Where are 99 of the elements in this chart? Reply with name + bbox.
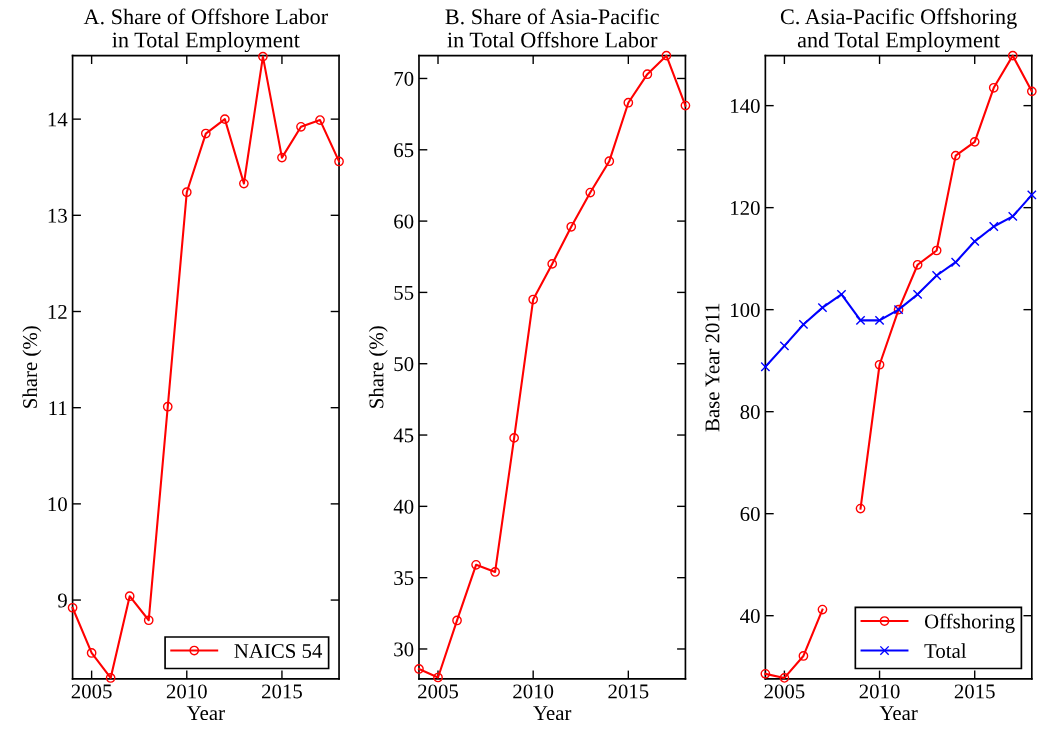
- y-tick-label: 65: [394, 143, 414, 158]
- y-tick-label: 40: [393, 499, 414, 514]
- y-tick-label: 40: [740, 609, 760, 624]
- point: [239, 178, 249, 189]
- point: [950, 257, 961, 268]
- point: [143, 615, 154, 626]
- point: [817, 302, 828, 313]
- y-axis-title: Share (%): [22, 326, 42, 408]
- x-tick-label: 2010: [859, 684, 900, 699]
- point: [779, 341, 790, 351]
- point: [1026, 86, 1037, 97]
- legend-label: NAICS 54: [234, 644, 323, 659]
- point: [931, 270, 942, 281]
- point: [661, 50, 672, 61]
- point: [471, 559, 481, 570]
- x-tick-label: 2010: [166, 684, 207, 699]
- y-tick-label: 60: [740, 507, 760, 522]
- y-tick-label: 120: [731, 201, 760, 216]
- point: [509, 433, 519, 443]
- y-axis-title: Base Year 2011: [705, 303, 720, 432]
- point: [490, 567, 500, 577]
- y-tick-label: 55: [394, 286, 414, 300]
- x-tick-label: 2015: [954, 684, 995, 699]
- point: [124, 591, 135, 602]
- point: [836, 289, 847, 300]
- point: [798, 651, 809, 661]
- point: [86, 648, 97, 658]
- point: [566, 221, 577, 232]
- point: [1026, 190, 1037, 200]
- point: [604, 156, 615, 167]
- point: [969, 136, 980, 147]
- point: [1007, 50, 1018, 61]
- point: [219, 114, 230, 124]
- x-tick-label: 2010: [513, 684, 554, 699]
- y-tick-label: 30: [394, 642, 414, 657]
- y-tick-label: 10: [48, 497, 67, 512]
- y-tick-label: 100: [731, 303, 760, 318]
- y-tick-label: 80: [740, 405, 760, 420]
- y-tick-label: 12: [48, 304, 67, 319]
- point: [334, 156, 344, 167]
- point: [912, 289, 923, 300]
- point: [277, 152, 287, 163]
- point: [1007, 211, 1018, 222]
- point: [969, 236, 980, 247]
- point: [950, 150, 961, 161]
- point: [798, 319, 809, 330]
- x-axis-title: Year: [186, 706, 225, 721]
- point: [874, 359, 885, 370]
- point: [760, 668, 771, 679]
- y-tick-label: 9: [57, 593, 67, 608]
- point: [760, 361, 771, 372]
- chart-title: B. Share of Asia-Pacific in Total Offshore Labor: [445, 8, 659, 48]
- point: [452, 615, 462, 626]
- x-axis-title: Year: [879, 706, 918, 721]
- point: [296, 121, 306, 132]
- y-tick-label: 70: [394, 71, 414, 86]
- point: [988, 221, 999, 232]
- point: [988, 82, 999, 93]
- point: [817, 604, 828, 615]
- y-tick-label: 14: [48, 112, 68, 127]
- y-tick-label: 13: [48, 208, 67, 223]
- point: [931, 245, 942, 256]
- chart-title: C. Asia-Pacific Offshoring and Total Employment: [780, 8, 1017, 53]
- x-tick-label: 2005: [71, 684, 112, 699]
- y-tick-label: 11: [49, 401, 67, 415]
- y-tick-label: 45: [393, 428, 414, 443]
- point: [912, 259, 923, 270]
- legend-label: Offshoring: [924, 613, 1015, 633]
- point: [433, 672, 443, 683]
- x-axis-title: Year: [533, 706, 572, 721]
- point: [855, 315, 866, 326]
- y-tick-label: 140: [731, 99, 760, 114]
- point: [315, 115, 325, 125]
- y-tick-label: 50: [394, 357, 414, 372]
- y-axis-title: Share (%): [368, 326, 388, 408]
- point: [258, 51, 268, 62]
- legend-label: Total: [924, 643, 967, 659]
- point: [414, 664, 424, 674]
- y-tick-label: 35: [394, 571, 414, 586]
- point: [680, 100, 691, 111]
- x-tick-label: 2015: [262, 684, 302, 699]
- point: [200, 128, 211, 139]
- point: [162, 401, 173, 412]
- point: [585, 187, 596, 198]
- point: [181, 187, 192, 198]
- point: [855, 503, 866, 514]
- x-tick-label: 2015: [608, 684, 649, 699]
- point: [547, 259, 558, 269]
- x-tick-label: 2005: [418, 684, 459, 699]
- point: [528, 294, 539, 305]
- point: [874, 315, 885, 326]
- x-tick-label: 2005: [764, 684, 805, 699]
- point: [779, 673, 790, 683]
- point: [623, 97, 634, 108]
- point: [642, 69, 653, 80]
- point: [105, 673, 116, 683]
- point: [67, 602, 78, 613]
- chart-title: A. Share of Offshore Labor in Total Employment: [83, 8, 328, 53]
- y-tick-label: 60: [394, 214, 414, 229]
